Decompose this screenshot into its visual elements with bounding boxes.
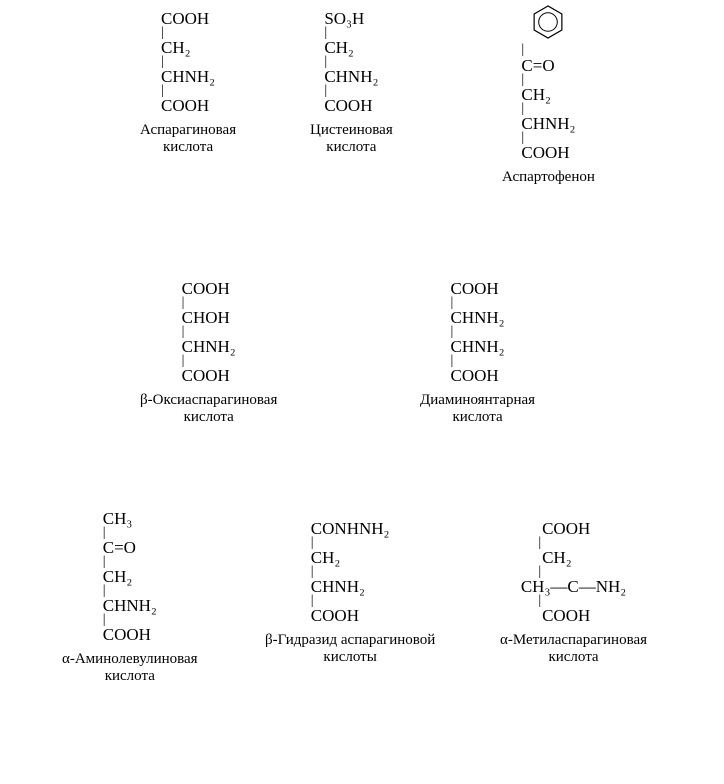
structure-diaminosuccinic-chain: COOH|CHNH₂|CHNH₂|COOH [450,280,504,384]
formula-line: CH₃ [103,510,157,527]
formula-line: CH₂ [324,39,378,56]
caption-line-2: кислота [140,139,236,156]
structure-beta_oxyaspartic-chain: COOH|CHOH|CHNH₂|COOH [182,280,236,384]
formula-line: CHNH₂ [182,338,236,355]
structure-aspartic: COOH|CH₂|CHNH₂|COOH Аспарагиноваякислота [140,10,236,157]
structure-aspartophenone: |C=O|CH₂|CHNH₂|COOHАспартофенон [502,5,595,186]
structure-cysteic: SO₃H|CH₂|CHNH₂|COOH Цистеиноваякислота [310,10,393,157]
formula-line: CHNH₂ [324,68,378,85]
structure-cysteic-caption: Цистеиноваякислота [310,122,393,157]
formula-line: COOH [450,280,504,297]
formula-line: CHNH₂ [103,597,157,614]
formula-line: CH₂ [521,86,575,103]
caption-line-2: кислота [62,668,198,685]
formula-line: CH₂ [311,549,390,566]
formula-line: CHNH₂ [521,115,575,132]
structure-diaminosuccinic-caption: Диаминоянтарнаякислота [420,392,535,427]
structure-diaminosuccinic: COOH|CHNH₂|CHNH₂|COOH Диаминоянтарнаякисл… [420,280,535,427]
caption-line-2: кислота [140,409,277,426]
formula-line: COOH [521,144,575,161]
caption-line-1: α-Метиласпарагиновая [500,632,647,649]
formula-line: COOH [311,607,390,624]
formula-line: COOH [161,10,215,27]
caption-line-2: кислота [310,139,393,156]
structure-aspartophenone-caption: Аспартофенон [502,169,595,186]
formula-line: CH₂ [103,568,157,585]
caption-line-1: α-Аминолевулиновая [62,651,198,668]
caption-line-1: β-Гидразид аспарагиновой [265,632,435,649]
structure-alpha_methylaspartic: COOH | CH₂ |CH₃—C—NH₂ | COOH α-Метиласпар… [500,520,647,667]
formula-line: CHOH [182,309,236,326]
formula-line: C=O [103,539,157,556]
formula-line: COOH [450,367,504,384]
formula-line: COOH [182,280,236,297]
structure-alpha_aminolevulinic-chain: CH₃|C=O|CH₂|CHNH₂|COOH [103,510,157,643]
caption-line-2: кислота [500,649,647,666]
formula-line: CONHNH₂ [311,520,390,537]
caption-line-1: Аспартофенон [502,169,595,186]
structure-alpha_aminolevulinic: CH₃|C=O|CH₂|CHNH₂|COOH α-Аминолевулиновая… [62,510,198,686]
formula-line: CHNH₂ [450,309,504,326]
bond-line: | [521,42,575,57]
formula-line: C=O [521,57,575,74]
caption-line-1: Цистеиновая [310,122,393,139]
caption-line-1: Диаминоянтарная [420,392,535,409]
structure-cysteic-chain: SO₃H|CH₂|CHNH₂|COOH [324,10,378,114]
caption-line-2: кислота [420,409,535,426]
structure-alpha_methylaspartic-chain: COOH | CH₂ |CH₃—C—NH₂ | COOH [521,520,626,624]
structure-beta_hydrazide_aspartic-caption: β-Гидразид аспарагиновойкислоты [265,632,435,667]
structure-beta_oxyaspartic-caption: β-Оксиаспарагиноваякислота [140,392,277,427]
structure-alpha_aminolevulinic-caption: α-Аминолевулиноваякислота [62,651,198,686]
caption-line-1: Аспарагиновая [140,122,236,139]
structure-beta_hydrazide_aspartic: CONHNH₂|CH₂|CHNH₂|COOH β-Гидразид аспараг… [265,520,435,667]
formula-line: COOH [182,367,236,384]
formula-line: CHNH₂ [450,338,504,355]
structure-alpha_methylaspartic-caption: α-Метиласпарагиноваякислота [500,632,647,667]
formula-line: CHNH₂ [311,578,390,595]
structure-aspartic-caption: Аспарагиноваякислота [140,122,236,157]
structure-aspartic-chain: COOH|CH₂|CHNH₂|COOH [161,10,215,114]
caption-line-1: β-Оксиаспарагиновая [140,392,277,409]
formula-line: COOH [161,97,215,114]
formula-line: CH₂ [161,39,215,56]
caption-line-2: кислоты [265,649,435,666]
formula-line: COOH [103,626,157,643]
structure-beta_hydrazide_aspartic-chain: CONHNH₂|CH₂|CHNH₂|COOH [311,520,390,624]
structure-aspartophenone-chain: |C=O|CH₂|CHNH₂|COOH [521,5,575,161]
benzene-ring-icon [531,5,565,39]
formula-line: COOH [324,97,378,114]
structure-beta_oxyaspartic: COOH|CHOH|CHNH₂|COOH β-Оксиаспарагиноваяк… [140,280,277,427]
formula-line: SO₃H [324,10,378,27]
formula-line: CHNH₂ [161,68,215,85]
formula-line: COOH [521,607,626,624]
